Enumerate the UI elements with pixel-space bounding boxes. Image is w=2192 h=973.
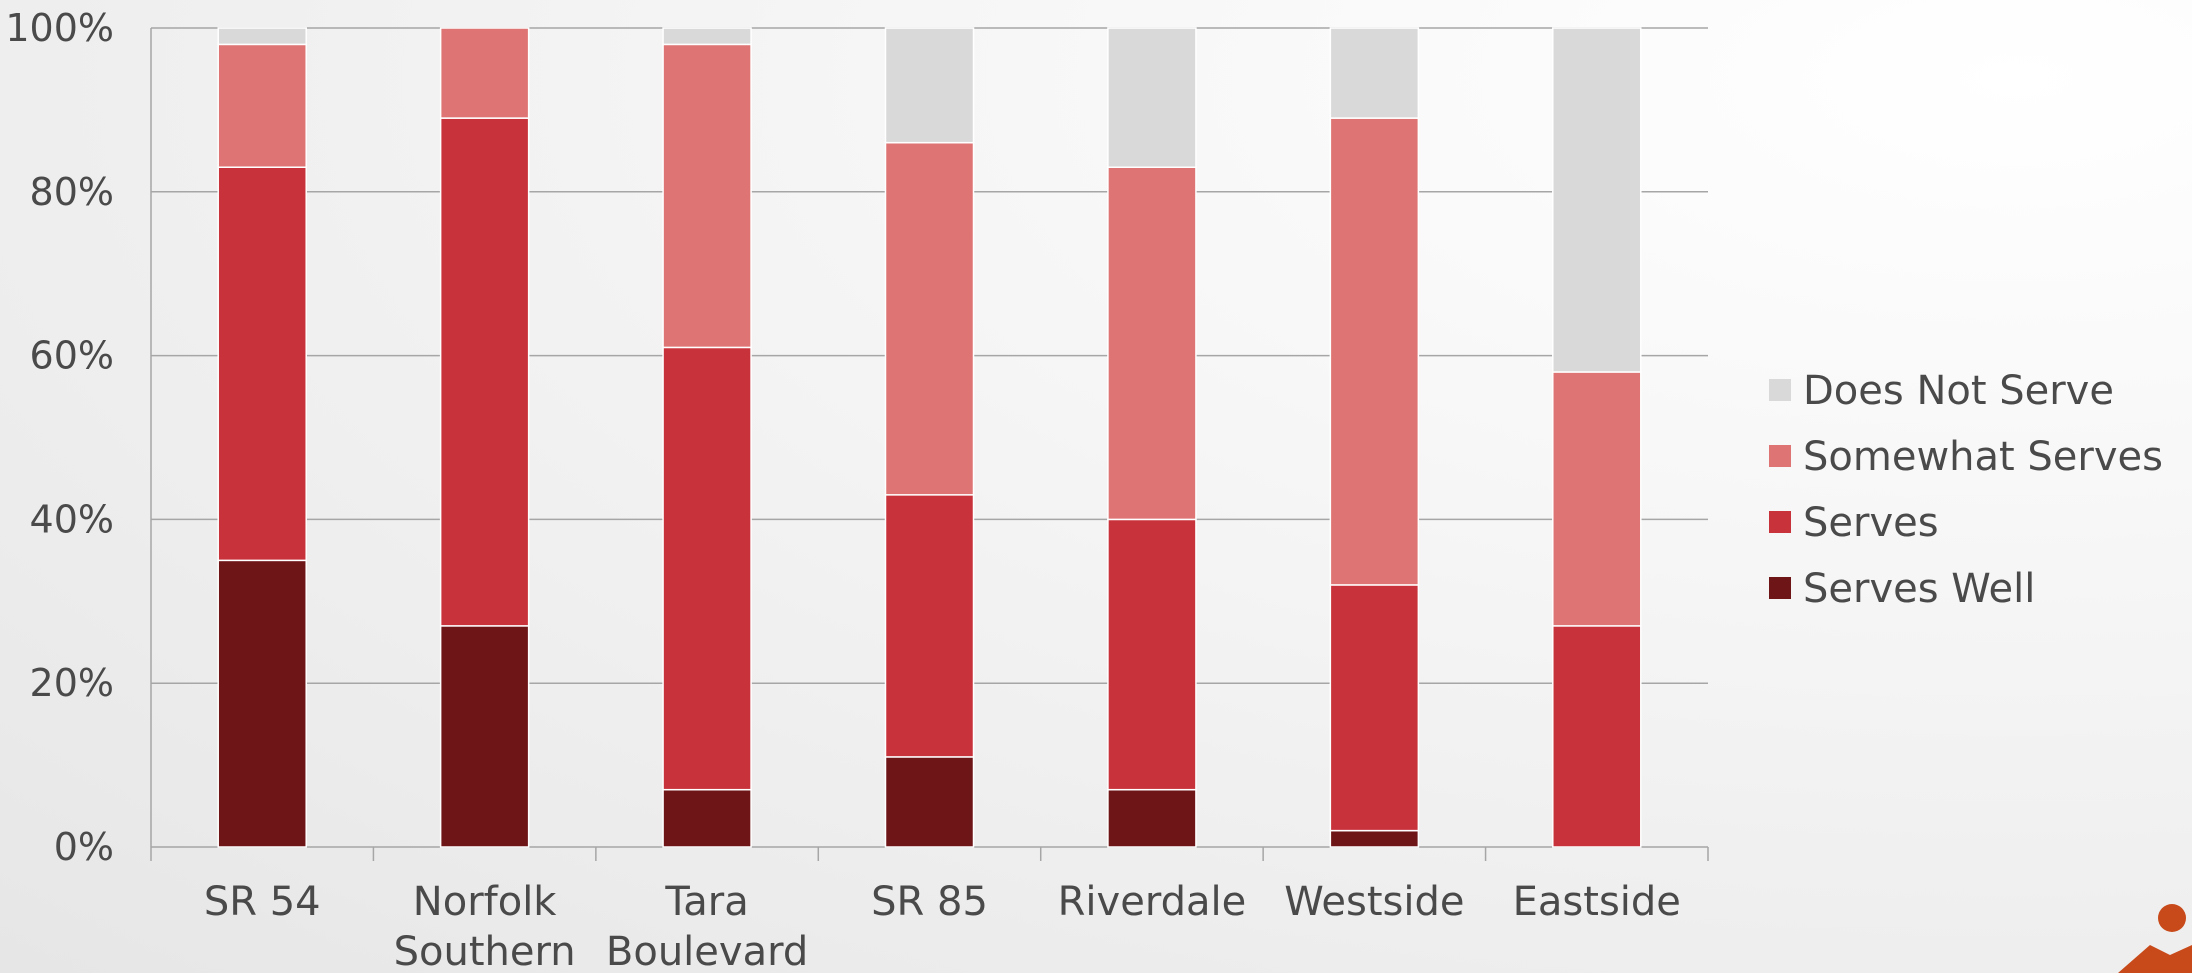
x-tick-label: Eastside [1513, 879, 1681, 925]
legend-swatch [1769, 577, 1791, 599]
bar-segment [884, 27, 975, 144]
bar-segment [1329, 829, 1420, 848]
logo-dot [2158, 904, 2186, 932]
legend-label: Serves Well [1803, 566, 2035, 612]
x-tick-label: Boulevard [606, 929, 808, 973]
x-tick-label: SR 54 [204, 879, 321, 925]
bar-segment [1107, 788, 1197, 848]
bar-segment [662, 27, 752, 46]
bar-segment [662, 788, 752, 848]
bar-segment [1552, 371, 1642, 627]
bar-segment [1329, 27, 1420, 119]
x-tick-label: SR 85 [871, 879, 988, 925]
x-tick-label: Southern [394, 929, 576, 973]
y-tick-label: 80% [30, 170, 114, 214]
y-tick-label: 60% [30, 334, 114, 378]
bar-segment [1107, 27, 1197, 168]
bar-stack [1329, 27, 1420, 848]
legend-swatch [1769, 445, 1791, 467]
bar-stack [662, 27, 752, 848]
bar-segment [884, 494, 975, 758]
bar-segment [884, 141, 975, 496]
y-tick-label: 20% [30, 661, 114, 705]
bar-stack [1552, 27, 1642, 848]
legend-swatch [1769, 511, 1791, 533]
bar-segment [1107, 518, 1197, 791]
bar-stack [217, 27, 307, 848]
bar-stack [884, 27, 975, 848]
bar-segment [1329, 584, 1420, 832]
legend-label: Serves [1803, 500, 1939, 546]
bar-segment [217, 559, 307, 848]
bar-segment [439, 27, 530, 119]
bar-segment [662, 346, 752, 791]
y-tick-label: 40% [30, 497, 114, 541]
bar-segment [884, 756, 975, 848]
x-tick-label: Riverdale [1058, 879, 1247, 925]
x-tick-label: Tara [664, 879, 748, 925]
bar-segment [1329, 117, 1420, 586]
legend-swatch [1769, 379, 1791, 401]
legend-label: Somewhat Serves [1803, 434, 2163, 480]
bar-segment [439, 625, 530, 848]
y-tick-label: 0% [54, 825, 114, 869]
legend-label: Does Not Serve [1803, 368, 2114, 414]
x-tick-label: Westside [1284, 879, 1464, 925]
legend: Does Not Serve Somewhat Serves Serves Serve… [1769, 368, 2163, 612]
y-tick-label: 100% [5, 6, 114, 50]
bar-stack [1107, 27, 1197, 848]
bar-segment [1552, 27, 1642, 373]
bar-segment [217, 27, 307, 46]
x-tick-label: Norfolk [413, 879, 558, 925]
bar-segment [1107, 166, 1197, 521]
bar-segment [217, 166, 307, 562]
logo-fragment [2118, 904, 2192, 973]
bar-segment [439, 117, 530, 627]
bar-segment [217, 43, 307, 168]
bar-stack [439, 27, 530, 848]
logo-shape [2118, 945, 2192, 973]
bar-segment [662, 43, 752, 349]
bar-segment [1552, 625, 1642, 848]
